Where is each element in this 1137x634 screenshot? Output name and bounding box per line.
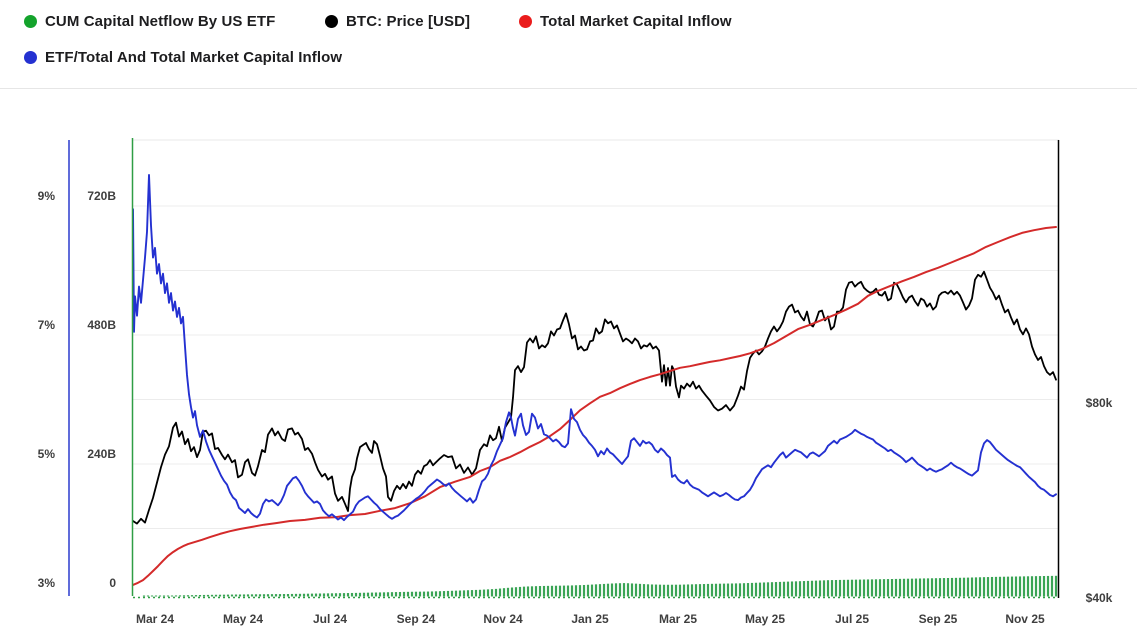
legend-label: BTC: Price [USD] bbox=[346, 13, 471, 30]
legend-label: Total Market Capital Inflow bbox=[540, 13, 732, 30]
legend-item-cum-etf-netflow[interactable]: CUM Capital Netflow By US ETF bbox=[24, 13, 275, 30]
y-tick-percent: 7% bbox=[37, 318, 55, 332]
y-tick-usd: $40k bbox=[1085, 591, 1113, 605]
legend-item-btc-price[interactable]: BTC: Price [USD] bbox=[325, 13, 470, 30]
blue-series-dot-icon bbox=[24, 51, 37, 64]
y-tick-percent: 9% bbox=[37, 189, 55, 203]
green-series-dot-icon bbox=[24, 15, 37, 28]
x-tick-month: Sep 24 bbox=[396, 612, 436, 626]
legend-label: ETF/Total And Total Market Capital Inflo… bbox=[45, 49, 343, 66]
black-series-dot-icon bbox=[325, 15, 338, 28]
x-tick-month: Nov 24 bbox=[483, 612, 523, 626]
x-tick-month: Jul 25 bbox=[834, 612, 870, 626]
x-tick-month: Mar 24 bbox=[135, 612, 175, 626]
x-tick-month: Jul 24 bbox=[312, 612, 348, 626]
x-tick-month: Nov 25 bbox=[1005, 612, 1045, 626]
y-tick-percent: 3% bbox=[37, 576, 55, 590]
x-tick-month: Mar 25 bbox=[658, 612, 698, 626]
x-tick-month: Jan 25 bbox=[571, 612, 609, 626]
y-tick-billions: 720B bbox=[87, 189, 116, 203]
legend-item-total-market-inflow[interactable]: Total Market Capital Inflow bbox=[519, 13, 732, 30]
y-tick-billions: 0 bbox=[109, 576, 116, 590]
legend-item-etf-total-ratio[interactable]: ETF/Total And Total Market Capital Inflo… bbox=[24, 49, 342, 66]
red-series-dot-icon bbox=[519, 15, 532, 28]
x-tick-month: Sep 25 bbox=[918, 612, 958, 626]
y-tick-usd: $80k bbox=[1085, 396, 1113, 410]
x-tick-month: May 25 bbox=[744, 612, 786, 626]
y-tick-billions: 480B bbox=[87, 318, 116, 332]
header-divider bbox=[0, 88, 1137, 89]
legend-label: CUM Capital Netflow By US ETF bbox=[45, 13, 276, 30]
y-tick-billions: 240B bbox=[87, 447, 116, 461]
x-tick-month: May 24 bbox=[222, 612, 264, 626]
y-tick-percent: 5% bbox=[37, 447, 55, 461]
